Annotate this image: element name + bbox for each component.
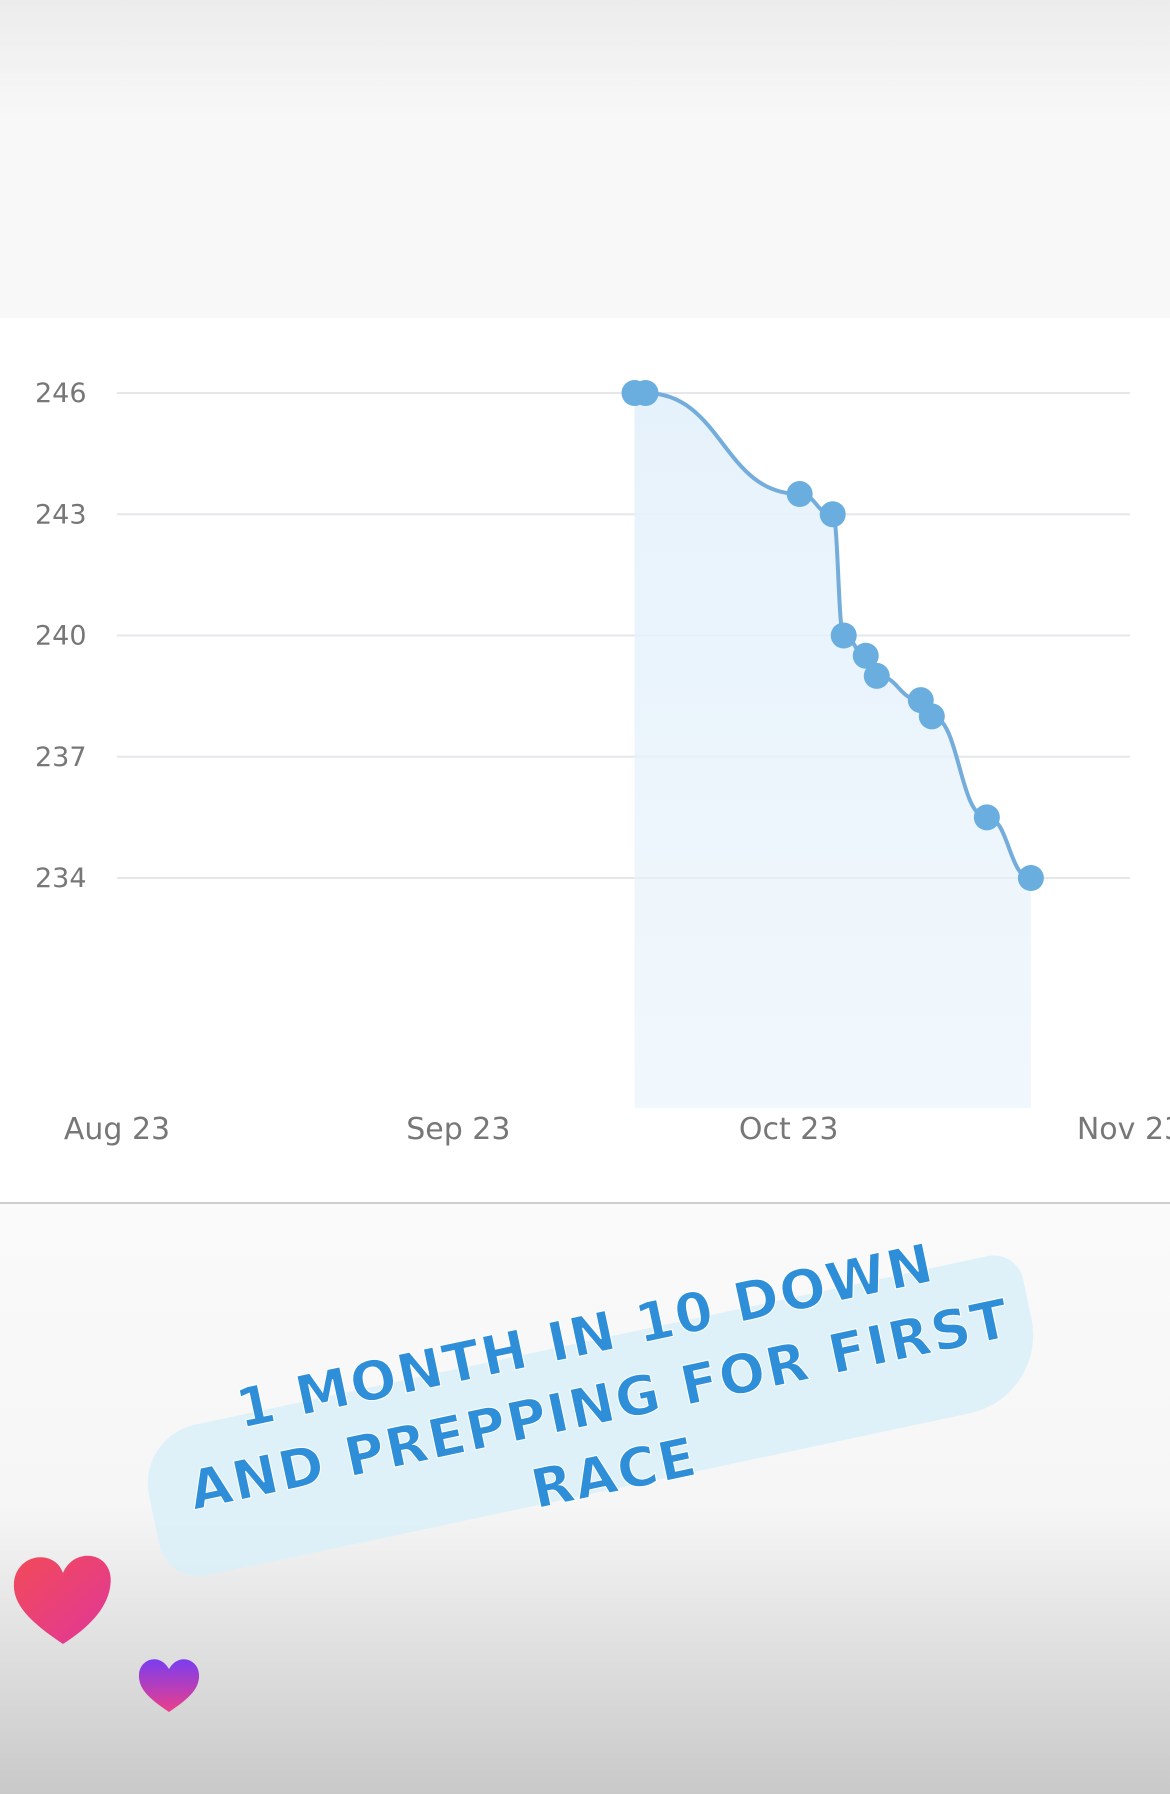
x-tick-label: Sep 23 — [406, 1112, 510, 1147]
weight-chart-card: 246 243 240 237 234 Aug 23 Sep 23 Oct 23 Nov 23 — [0, 318, 1170, 1204]
weight-line-chart: 246 243 240 237 234 Aug 23 Sep 23 Oct 23 Nov 23 — [35, 378, 1170, 1147]
data-point — [786, 481, 813, 508]
heart-sticker-small-icon — [138, 1659, 200, 1712]
data-point — [863, 662, 890, 689]
y-tick-label: 246 — [35, 378, 87, 409]
y-tick-label: 237 — [35, 742, 87, 773]
data-point — [973, 804, 1000, 831]
top-background — [0, 0, 1170, 320]
y-tick-label: 234 — [35, 863, 87, 894]
data-point — [632, 380, 659, 406]
x-tick-label: Nov 23 — [1077, 1112, 1170, 1147]
x-tick-label: Aug 23 — [64, 1112, 170, 1147]
data-point — [1017, 865, 1044, 891]
y-tick-label: 243 — [35, 499, 87, 530]
data-point — [819, 501, 846, 528]
area-fill — [634, 393, 1031, 1108]
x-tick-label: Oct 23 — [739, 1112, 839, 1147]
data-point — [830, 622, 857, 649]
data-point — [918, 703, 945, 730]
y-tick-label: 240 — [35, 621, 87, 652]
data-point — [852, 642, 879, 669]
heart-sticker-large-icon — [13, 1555, 111, 1644]
